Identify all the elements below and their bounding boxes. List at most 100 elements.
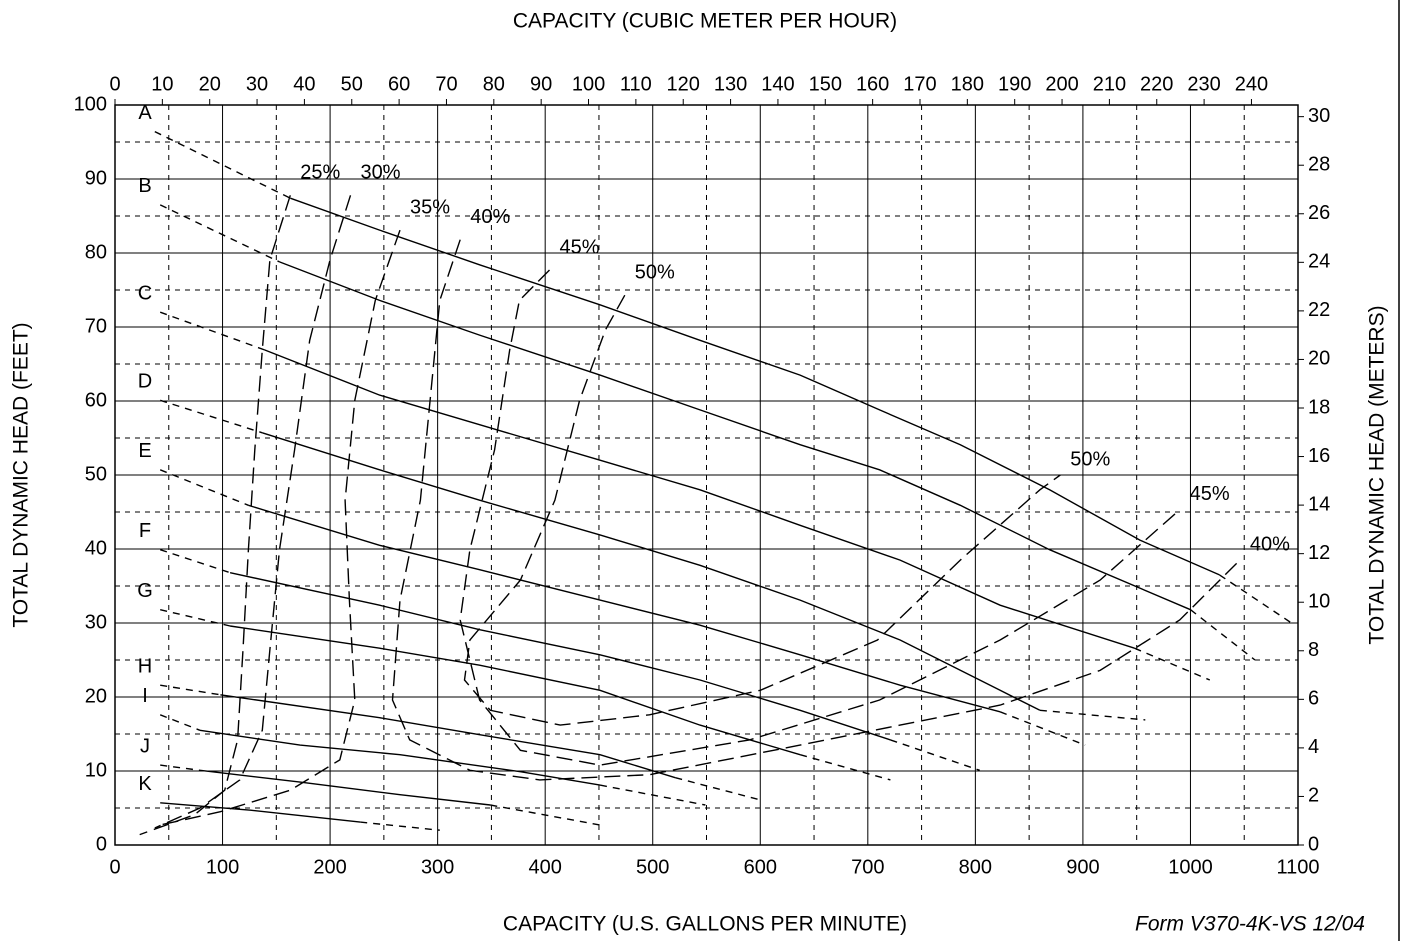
efficiency-label: 25%	[300, 162, 340, 184]
impeller-curve	[229, 625, 801, 756]
efficiency-label: 40%	[470, 206, 510, 228]
x-tick-label: 0	[109, 856, 120, 878]
x-tick-label: 500	[636, 856, 669, 878]
y-tick-label: 90	[85, 167, 107, 189]
curve-extension	[159, 714, 706, 806]
y2-axis-title: TOTAL DYNAMIC HEAD (METERS)	[1366, 305, 1389, 644]
impeller-label: G	[137, 580, 153, 602]
x2-tick-label: 220	[1140, 73, 1173, 95]
plot-frame	[114, 104, 1299, 846]
y-tick-label: 10	[85, 759, 107, 781]
x2-tick-label: 170	[903, 73, 936, 95]
impeller-label: D	[138, 371, 152, 393]
efficiency-curve	[160, 229, 401, 826]
impeller-label: E	[138, 440, 151, 462]
curve-extension	[154, 130, 1296, 626]
efficiency-label: 40%	[1250, 533, 1290, 555]
y2-tick-label: 12	[1308, 542, 1330, 564]
impeller-label: B	[138, 175, 151, 197]
impeller-label: H	[138, 655, 152, 677]
x2-tick-label: 180	[951, 73, 984, 95]
efficiency-label: 50%	[1070, 448, 1110, 470]
impeller-curve	[290, 197, 1220, 576]
x-tick-label: 700	[851, 856, 884, 878]
x2-tick-label: 0	[109, 73, 120, 95]
curve-extension	[160, 684, 761, 801]
x-tick-label: 300	[421, 856, 454, 878]
x2-tick-label: 60	[388, 73, 410, 95]
footer: Form V370-4K-VS 12/04	[1135, 913, 1365, 936]
x2-tick-label: 120	[667, 73, 700, 95]
x2-tick-label: 240	[1235, 73, 1268, 95]
y-tick-label: 60	[85, 389, 107, 411]
x2-tick-label: 110	[620, 73, 652, 95]
x-tick-label: 1000	[1168, 856, 1213, 878]
y2-tick-label: 8	[1308, 639, 1319, 661]
efficiency-curve	[154, 195, 352, 829]
y2-tick-label: 16	[1308, 445, 1330, 467]
x2-tick-label: 40	[293, 73, 315, 95]
x-tick-label: 400	[528, 856, 561, 878]
impeller-curve	[199, 729, 601, 786]
efficiency-label: 30%	[361, 162, 401, 184]
x2-tick-label: 190	[998, 73, 1031, 95]
y2-tick-label: 22	[1308, 299, 1330, 321]
y-tick-label: 70	[85, 315, 107, 337]
curve-extension	[159, 549, 980, 771]
x2-tick-label: 130	[714, 73, 747, 95]
curve-extension	[160, 764, 601, 826]
y2-tick-label: 28	[1308, 153, 1330, 175]
efficiency-label: 45%	[559, 236, 599, 258]
y-tick-label: 20	[85, 685, 107, 707]
x-tick-label: 1100	[1276, 856, 1319, 878]
x2-tick-label: 160	[856, 73, 889, 95]
x2-tick-label: 210	[1093, 73, 1126, 95]
x2-tick-label: 10	[151, 73, 173, 95]
efficiency-curve	[459, 269, 1181, 766]
impeller-label: C	[138, 282, 152, 304]
y2-tick-label: 14	[1308, 493, 1330, 515]
impeller-label: J	[140, 735, 150, 757]
x2-tick-label: 80	[483, 73, 505, 95]
x2-tick-label: 200	[1045, 73, 1078, 95]
y2-tick-label: 0	[1308, 833, 1319, 855]
x2-tick-label: 30	[246, 73, 268, 95]
impeller-curve	[264, 349, 1135, 649]
impeller-curve	[262, 432, 1041, 711]
x2-tick-label: 20	[199, 73, 221, 95]
y-tick-label: 100	[74, 93, 107, 115]
y2-tick-label: 6	[1308, 688, 1319, 710]
x2-tick-label: 100	[572, 73, 605, 95]
x2-tick-label: 70	[435, 73, 457, 95]
y2-tick-label: 10	[1308, 590, 1330, 612]
x-tick-label: 900	[1066, 856, 1099, 878]
efficiency-label: 35%	[410, 196, 450, 218]
y-tick-label: 80	[85, 241, 107, 263]
impeller-curve	[199, 769, 491, 806]
impeller-curve	[279, 261, 1191, 611]
impeller-label: K	[138, 773, 152, 795]
efficiency-label: 45%	[1190, 483, 1230, 505]
y-tick-label: 50	[85, 463, 107, 485]
curve-extension	[159, 469, 1086, 746]
y-tick-label: 40	[85, 537, 107, 559]
impeller-curve	[248, 504, 1001, 713]
impeller-curve	[229, 572, 891, 741]
x2-tick-label: 150	[809, 73, 842, 95]
y2-tick-label: 18	[1308, 396, 1330, 418]
curve-extension	[159, 204, 1256, 661]
y-tick-label: 30	[85, 611, 107, 633]
y-tick-label: 0	[96, 833, 107, 855]
x-tick-label: 800	[959, 856, 992, 878]
y2-tick-label: 26	[1308, 202, 1330, 224]
efficiency-label: 50%	[635, 261, 675, 283]
curve-extension	[160, 609, 891, 781]
x2-axis-title: CAPACITY (CUBIC METER PER HOUR)	[513, 10, 897, 33]
y2-tick-label: 20	[1308, 348, 1330, 370]
x2-tick-label: 230	[1187, 73, 1220, 95]
x-tick-label: 200	[313, 856, 346, 878]
impeller-label: F	[139, 520, 151, 542]
curve-extension	[159, 311, 1211, 681]
